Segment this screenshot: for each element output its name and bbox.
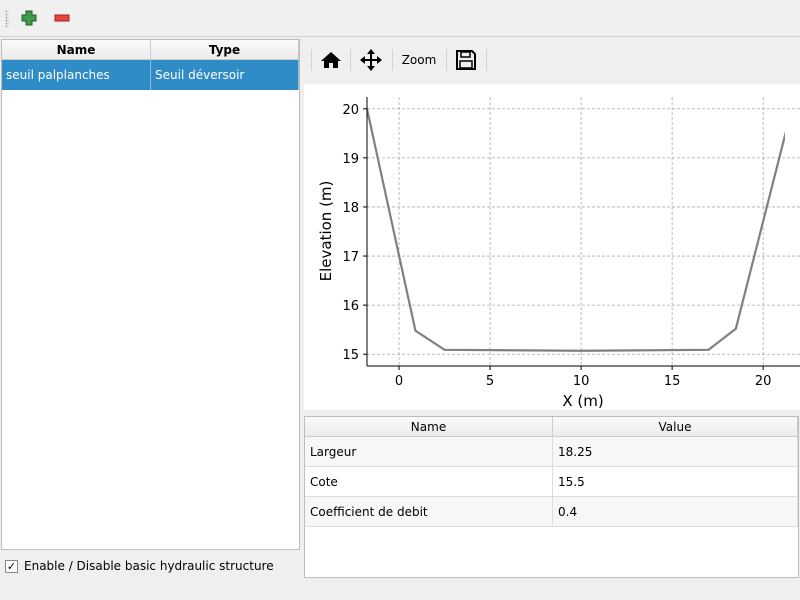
x-tick-label: 20 bbox=[755, 374, 772, 389]
y-axis-label: Elevation (m) bbox=[317, 181, 335, 282]
y-tick-label: 16 bbox=[342, 299, 359, 314]
separator bbox=[311, 49, 312, 71]
property-name: Largeur bbox=[305, 437, 553, 466]
plus-icon bbox=[21, 10, 37, 26]
cell-name: seuil palplanches bbox=[2, 60, 151, 90]
pan-button[interactable] bbox=[357, 46, 385, 74]
y-tick-label: 17 bbox=[342, 250, 359, 265]
toolbar-grip[interactable] bbox=[5, 10, 9, 28]
checkbox-label: Enable / Disable basic hydraulic structu… bbox=[24, 559, 274, 573]
table-row[interactable]: Cote 15.5 bbox=[305, 467, 798, 497]
zoom-button[interactable]: Zoom bbox=[401, 53, 437, 67]
column-header-type[interactable]: Type bbox=[151, 40, 299, 59]
minus-icon bbox=[54, 14, 70, 22]
plot-toolbar: Zoom bbox=[304, 40, 800, 82]
property-name: Coefficient de debit bbox=[305, 497, 553, 526]
separator bbox=[446, 49, 447, 71]
x-axis-label: X (m) bbox=[562, 392, 603, 410]
structures-table: Name Type seuil palplanches Seuil dévers… bbox=[1, 39, 300, 550]
table-header: Name Value bbox=[305, 417, 798, 437]
y-tick-label: 19 bbox=[342, 152, 359, 167]
table-row[interactable]: Coefficient de debit 0.4 bbox=[305, 497, 798, 527]
series-line bbox=[367, 108, 785, 352]
home-button[interactable] bbox=[318, 46, 344, 74]
remove-structure-button[interactable] bbox=[52, 8, 72, 28]
separator bbox=[350, 49, 351, 71]
checkbox-mark[interactable]: ✓ bbox=[5, 559, 18, 573]
x-tick-label: 10 bbox=[573, 374, 590, 389]
table-header: Name Type bbox=[2, 40, 299, 60]
add-structure-button[interactable] bbox=[19, 8, 39, 28]
home-icon bbox=[321, 52, 341, 68]
cell-type: Seuil déversoir bbox=[151, 60, 299, 90]
y-tick-label: 15 bbox=[342, 348, 359, 363]
x-tick-label: 0 bbox=[395, 374, 403, 389]
elevation-chart[interactable]: 0 5 10 15 20 15 16 17 18 19 20 X (m) Elevation (m) bbox=[304, 84, 800, 410]
y-tick-label: 20 bbox=[342, 103, 359, 118]
column-header-name[interactable]: Name bbox=[305, 417, 553, 436]
x-tick-label: 5 bbox=[486, 374, 494, 389]
save-icon bbox=[456, 50, 476, 70]
separator bbox=[486, 49, 487, 71]
table-row[interactable]: seuil palplanches Seuil déversoir bbox=[2, 60, 299, 90]
properties-table: Name Value Largeur 18.25 Cote 15.5 Coeff… bbox=[304, 416, 799, 578]
move-icon bbox=[360, 49, 382, 71]
column-header-name[interactable]: Name bbox=[2, 40, 151, 59]
separator bbox=[392, 49, 393, 71]
table-row[interactable]: Largeur 18.25 bbox=[305, 437, 798, 467]
property-value[interactable]: 18.25 bbox=[553, 437, 798, 466]
column-header-value[interactable]: Value bbox=[553, 417, 798, 436]
main-toolbar bbox=[0, 0, 800, 37]
property-value[interactable]: 0.4 bbox=[553, 497, 798, 526]
x-tick-label: 15 bbox=[664, 374, 681, 389]
chart-svg: 0 5 10 15 20 15 16 17 18 19 20 X (m) Elevation (m) bbox=[317, 97, 800, 410]
y-tick-label: 18 bbox=[342, 201, 359, 216]
enable-structure-checkbox[interactable]: ✓ Enable / Disable basic hydraulic struc… bbox=[5, 559, 274, 573]
save-button[interactable] bbox=[454, 46, 478, 74]
property-name: Cote bbox=[305, 467, 553, 496]
property-value[interactable]: 15.5 bbox=[553, 467, 798, 496]
